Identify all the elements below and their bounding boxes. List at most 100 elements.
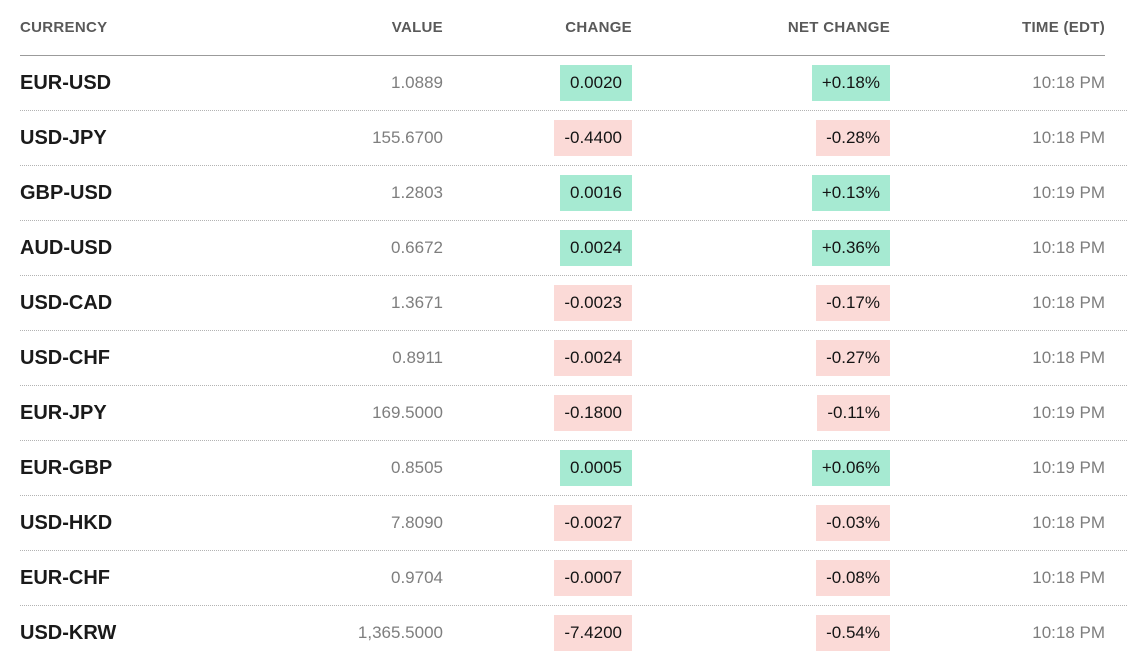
time-cell: 10:18 PM (1032, 348, 1105, 367)
table-body: EUR-USD 1.0889 0.0020 +0.18% 10:18 PM US… (0, 56, 1127, 656)
column-header-change: CHANGE (565, 19, 632, 36)
time-cell: 10:18 PM (1032, 513, 1105, 532)
column-header-value: VALUE (391, 19, 443, 36)
column-header-time: TIME (EDT) (1022, 19, 1105, 36)
net-change-cell: +0.06% (632, 450, 890, 486)
change-cell: -0.1800 (443, 395, 632, 431)
currency-cell: EUR-USD (20, 72, 250, 95)
change-cell: 0.0016 (443, 175, 632, 211)
change-badge: -0.0027 (554, 505, 632, 541)
value-cell: 7.8090 (391, 513, 443, 532)
table-row: EUR-CHF 0.9704 -0.0007 -0.08% 10:18 PM (20, 551, 1127, 606)
net-change-cell: +0.13% (632, 175, 890, 211)
change-cell: 0.0024 (443, 230, 632, 266)
currency-cell: USD-KRW (20, 622, 250, 645)
change-cell: -0.4400 (443, 120, 632, 156)
currency-cell: AUD-USD (20, 237, 250, 260)
net-change-cell: -0.27% (632, 340, 890, 376)
table-row: USD-CAD 1.3671 -0.0023 -0.17% 10:18 PM (20, 276, 1127, 331)
currency-pair-link[interactable]: USD-KRW (20, 621, 117, 644)
value-cell: 1.3671 (391, 293, 443, 312)
net-change-cell: -0.54% (632, 615, 890, 651)
change-cell: -0.0024 (443, 340, 632, 376)
time-cell: 10:18 PM (1032, 128, 1105, 147)
table-header-row: CURRENCY VALUE CHANGE NET CHANGE TIME (E… (20, 0, 1105, 56)
net-change-badge: -0.17% (816, 285, 890, 321)
change-badge: -7.4200 (554, 615, 632, 651)
currency-cell: USD-CAD (20, 292, 250, 315)
net-change-badge: +0.06% (811, 450, 890, 486)
time-cell: 10:19 PM (1032, 403, 1105, 422)
currency-cell: EUR-JPY (20, 402, 250, 425)
change-badge: -0.1800 (554, 395, 632, 431)
value-cell: 169.5000 (372, 403, 443, 422)
currency-pair-link[interactable]: EUR-GBP (20, 456, 113, 479)
net-change-badge: -0.27% (816, 340, 890, 376)
column-header-currency: CURRENCY (20, 19, 108, 36)
currency-pair-link[interactable]: USD-HKD (20, 511, 113, 534)
table-row: AUD-USD 0.6672 0.0024 +0.36% 10:18 PM (20, 221, 1127, 276)
net-change-cell: -0.03% (632, 505, 890, 541)
time-cell: 10:18 PM (1032, 623, 1105, 642)
column-header-net-change: NET CHANGE (787, 19, 890, 36)
net-change-badge: -0.11% (817, 395, 890, 431)
currency-pair-link[interactable]: AUD-USD (20, 236, 113, 259)
change-cell: 0.0005 (443, 450, 632, 486)
currency-cell: EUR-GBP (20, 457, 250, 480)
value-cell: 0.6672 (391, 238, 443, 257)
net-change-cell: -0.28% (632, 120, 890, 156)
time-cell: 10:18 PM (1032, 238, 1105, 257)
table-row: EUR-USD 1.0889 0.0020 +0.18% 10:18 PM (20, 56, 1127, 111)
net-change-badge: +0.18% (811, 65, 890, 101)
currency-pair-link[interactable]: USD-CHF (20, 346, 110, 369)
currency-pair-link[interactable]: USD-CAD (20, 291, 113, 314)
table-row: USD-KRW 1,365.5000 -7.4200 -0.54% 10:18 … (20, 606, 1127, 656)
currency-pair-link[interactable]: GBP-USD (20, 181, 113, 204)
change-badge: -0.0023 (554, 285, 632, 321)
net-change-badge: -0.03% (816, 505, 890, 541)
time-cell: 10:19 PM (1032, 458, 1105, 477)
net-change-cell: -0.17% (632, 285, 890, 321)
table-row: USD-JPY 155.6700 -0.4400 -0.28% 10:18 PM (20, 111, 1127, 166)
change-badge: 0.0020 (560, 65, 632, 101)
value-cell: 0.8911 (392, 348, 443, 367)
time-cell: 10:18 PM (1032, 73, 1105, 92)
change-badge: 0.0005 (560, 450, 632, 486)
change-cell: -0.0023 (443, 285, 632, 321)
change-cell: -7.4200 (443, 615, 632, 651)
change-badge: -0.4400 (554, 120, 632, 156)
time-cell: 10:18 PM (1032, 568, 1105, 587)
value-cell: 1.2803 (391, 183, 443, 202)
currency-cell: GBP-USD (20, 182, 250, 205)
table-row: GBP-USD 1.2803 0.0016 +0.13% 10:19 PM (20, 166, 1127, 221)
net-change-badge: -0.08% (816, 560, 890, 596)
table-row: EUR-GBP 0.8505 0.0005 +0.06% 10:19 PM (20, 441, 1127, 496)
value-cell: 0.9704 (391, 568, 443, 587)
value-cell: 1,365.5000 (357, 623, 443, 642)
currency-cell: USD-JPY (20, 127, 250, 150)
change-badge: 0.0024 (560, 230, 632, 266)
currency-cell: USD-HKD (20, 512, 250, 535)
table-row: EUR-JPY 169.5000 -0.1800 -0.11% 10:19 PM (20, 386, 1127, 441)
currency-cell: USD-CHF (20, 347, 250, 370)
currency-pair-link[interactable]: EUR-USD (20, 71, 112, 94)
change-cell: 0.0020 (443, 65, 632, 101)
net-change-badge: +0.13% (811, 175, 890, 211)
value-cell: 1.0889 (391, 73, 443, 92)
change-badge: -0.0024 (554, 340, 632, 376)
change-badge: -0.0007 (554, 560, 632, 596)
table-row: USD-CHF 0.8911 -0.0024 -0.27% 10:18 PM (20, 331, 1127, 386)
net-change-cell: +0.18% (632, 65, 890, 101)
value-cell: 155.6700 (372, 128, 443, 147)
net-change-badge: -0.28% (816, 120, 890, 156)
change-badge: 0.0016 (560, 175, 632, 211)
net-change-cell: -0.11% (632, 395, 890, 431)
currency-pair-link[interactable]: EUR-JPY (20, 401, 107, 424)
currency-cell: EUR-CHF (20, 567, 250, 590)
change-cell: -0.0007 (443, 560, 632, 596)
value-cell: 0.8505 (391, 458, 443, 477)
time-cell: 10:18 PM (1032, 293, 1105, 312)
currency-pair-link[interactable]: EUR-CHF (20, 566, 110, 589)
currency-pair-link[interactable]: USD-JPY (20, 126, 107, 149)
